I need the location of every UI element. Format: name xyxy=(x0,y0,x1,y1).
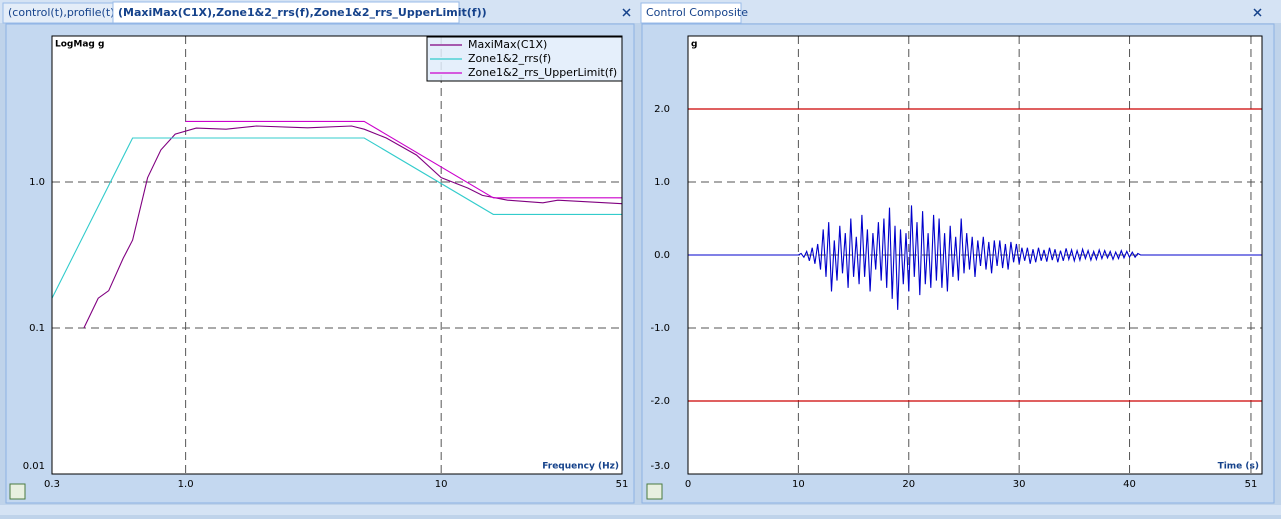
y-tick-label: 0.1 xyxy=(29,323,45,334)
x-tick-label: 30 xyxy=(1013,479,1026,490)
plot-area xyxy=(52,36,622,474)
plot-content xyxy=(52,120,622,329)
y-tick-label: 0.0 xyxy=(654,250,670,261)
legend-label: MaxiMax(C1X) xyxy=(468,38,547,51)
y-tick-label: 1.0 xyxy=(654,177,670,188)
y-axis-title: g xyxy=(691,40,697,50)
tab-label: (control(t),profile(t)) xyxy=(8,6,119,19)
x-tick-label: 51 xyxy=(1245,479,1258,490)
series-line xyxy=(52,137,622,299)
y-tick-label: 0.01 xyxy=(23,461,45,472)
tab[interactable] xyxy=(640,2,742,24)
plot-content xyxy=(688,108,1262,402)
series-line xyxy=(185,120,622,199)
x-tick-label: 40 xyxy=(1123,479,1136,490)
x-tick-label: 0.3 xyxy=(44,479,60,490)
tab-label: Control Composite xyxy=(646,6,748,19)
y-axis-title: LogMag g xyxy=(55,40,104,50)
x-tick-label: 20 xyxy=(902,479,915,490)
x-tick-label: 10 xyxy=(792,479,805,490)
y-tick-label: 1.0 xyxy=(29,177,45,188)
close-icon[interactable] xyxy=(622,8,631,17)
tab-active[interactable] xyxy=(112,1,460,24)
x-tick-label: 0 xyxy=(685,479,691,490)
series-line xyxy=(83,125,622,329)
close-icon[interactable] xyxy=(1253,8,1262,17)
legend-label: Zone1&2_rrs(f) xyxy=(468,52,551,65)
series-line xyxy=(688,205,1262,310)
x-tick-label: 51 xyxy=(616,479,629,490)
x-axis-title: Frequency (Hz) xyxy=(542,462,619,472)
y-tick-label: -2.0 xyxy=(650,396,670,407)
y-tick-label: -1.0 xyxy=(650,323,670,334)
bottom-bar xyxy=(0,505,1281,515)
plot-frame xyxy=(51,35,623,475)
x-tick-label: 10 xyxy=(435,479,448,490)
chart-icon[interactable] xyxy=(646,483,663,500)
tab-label: (MaxiMax(C1X),Zone1&2_rrs(f),Zone1&2_rrs… xyxy=(118,6,487,19)
chart-icon[interactable] xyxy=(9,483,26,500)
x-tick-label: 1.0 xyxy=(178,479,194,490)
y-tick-label: -3.0 xyxy=(650,461,670,472)
plot-frame xyxy=(687,35,1263,475)
y-tick-label: 2.0 xyxy=(654,104,670,115)
legend-label: Zone1&2_rrs_UpperLimit(f) xyxy=(468,66,617,79)
x-axis-title: Time (s) xyxy=(1218,462,1259,472)
